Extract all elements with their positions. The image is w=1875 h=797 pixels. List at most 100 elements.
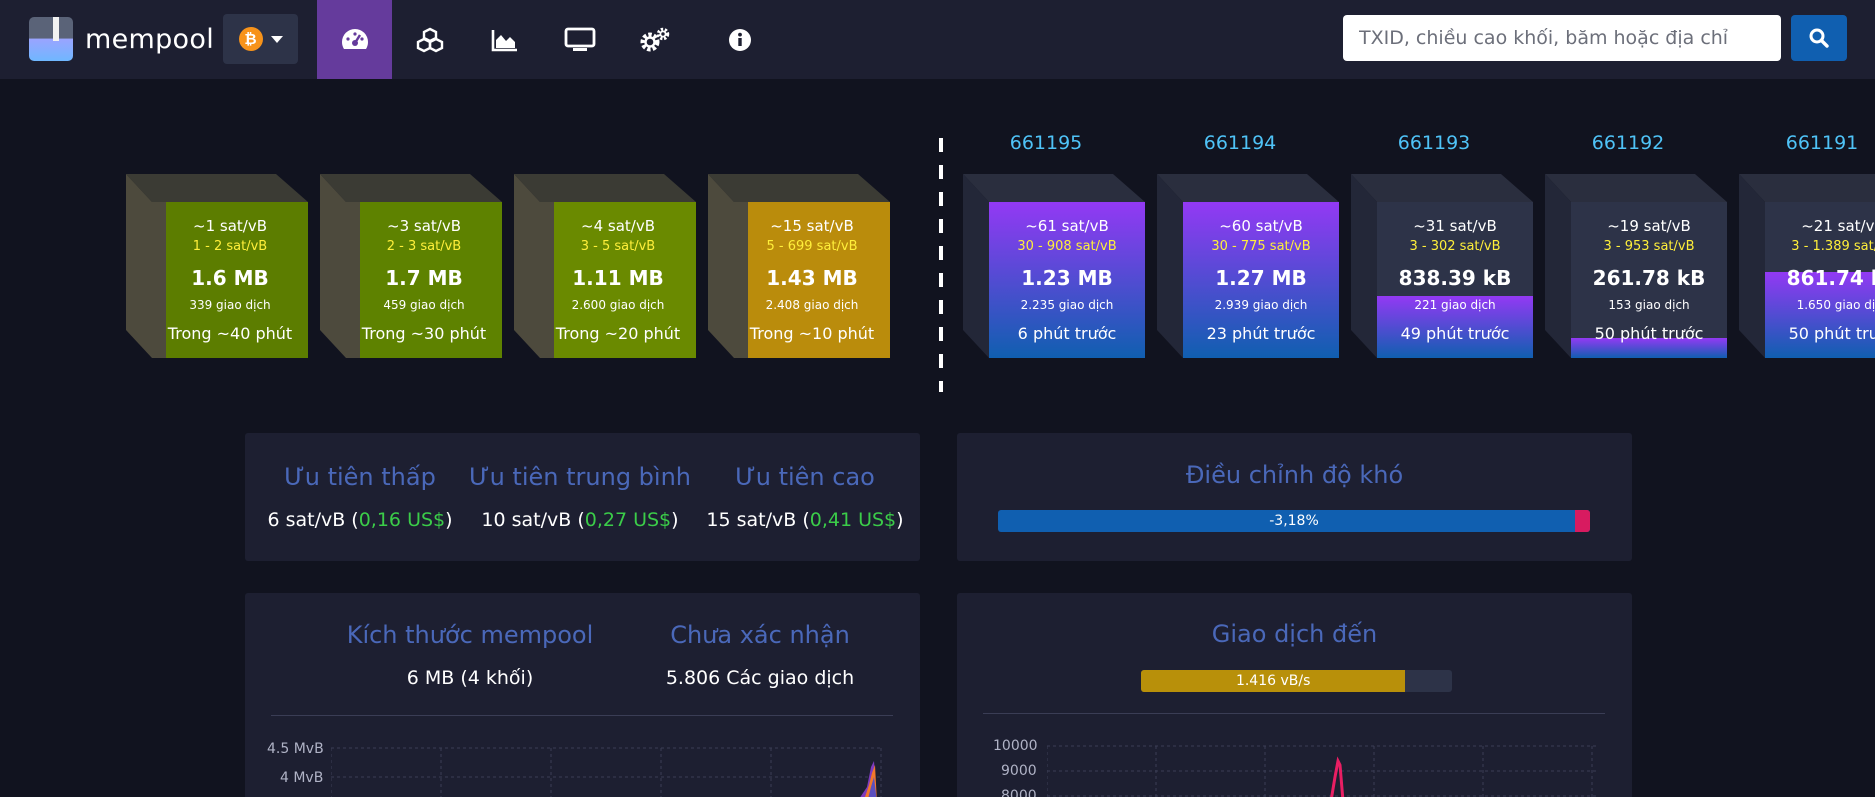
search-icon <box>1809 28 1829 48</box>
nav-tv[interactable] <box>542 0 617 79</box>
block-tx-count: 459 giao dịch <box>383 298 465 312</box>
incoming-title: Giao dịch đến <box>1211 620 1378 648</box>
network-selector-button[interactable]: ₿ <box>223 14 298 64</box>
vbytes-rate-label: 1.416 vB/s <box>1235 673 1311 689</box>
block-height-link[interactable]: 661191 <box>1785 132 1859 154</box>
block-time: Trong ~30 phút <box>361 324 487 343</box>
mempool-size-title: Kích thước mempool <box>346 621 594 649</box>
block-tx-count: 1.650 giao dịch <box>1796 298 1875 312</box>
block-median-fee: ~19 sat/vB <box>1607 217 1691 235</box>
block-time: 6 phút trước <box>1017 324 1117 343</box>
block-fee-range: 30 - 775 sat/vB <box>1211 239 1311 254</box>
block-time: Trong ~10 phút <box>749 324 875 343</box>
block-median-fee: ~4 sat/vB <box>581 217 655 235</box>
block-median-fee: ~21 sat/vB <box>1801 217 1875 235</box>
block-tx-count: 2.408 giao dịch <box>765 298 859 312</box>
fee-low-value: 6 sat/vB (0,16 US$) <box>267 509 453 531</box>
y-tick-label: 4 MvB <box>280 770 324 786</box>
navbar: mempool ₿ <box>0 0 1875 79</box>
block-fee-range: 3 - 302 sat/vB <box>1409 239 1501 254</box>
fee-high-title: Ưu tiên cao <box>735 463 875 491</box>
fee-low-title: Ưu tiên thấp <box>284 463 436 491</box>
search-button[interactable] <box>1791 15 1847 61</box>
tv-icon <box>564 27 595 51</box>
block-height-link[interactable]: 661192 <box>1591 132 1665 154</box>
block-tx-count: 339 giao dịch <box>189 298 271 312</box>
area-chart-icon <box>491 29 517 51</box>
fee-medium-title: Ưu tiên trung bình <box>469 463 691 491</box>
y-tick-label: 10000 <box>993 738 1038 754</box>
nav-dashboard[interactable] <box>317 0 392 79</box>
difficulty-title: Điều chỉnh độ khó <box>1185 461 1404 489</box>
block-fee-range: 30 - 908 sat/vB <box>1017 239 1117 254</box>
block-fee-range: 3 - 1.389 sat/vB <box>1791 239 1875 254</box>
block-fee-range: 3 - 5 sat/vB <box>580 239 656 254</box>
block-size: 261.78 kB <box>1592 266 1706 290</box>
block-tx-count: 153 giao dịch <box>1608 298 1690 312</box>
cogs-icon <box>640 27 669 51</box>
fee-high: Ưu tiên cao 15 sat/vB (0,41 US$) <box>705 463 905 531</box>
block-median-fee: ~3 sat/vB <box>387 217 461 235</box>
nav-graphs[interactable] <box>467 0 542 79</box>
block-median-fee: ~15 sat/vB <box>770 217 854 235</box>
block-time: 23 phút trước <box>1206 324 1316 343</box>
incoming-line <box>1330 756 1345 797</box>
block-time: Trong ~40 phút <box>167 324 293 343</box>
block-fee-range: 5 - 699 sat/vB <box>766 239 858 254</box>
incoming-tx-card: Giao dịch đến 1.416 vB/s 10000 9000 8000 <box>957 593 1632 797</box>
unconfirmed: Chưa xác nhận 5.806 Các giao dịch <box>635 621 885 689</box>
block-fee-range: 3 - 953 sat/vB <box>1603 239 1695 254</box>
cubes-icon <box>416 27 443 52</box>
block-time: 50 phút trước <box>1594 324 1704 343</box>
mempool-size: Kích thước mempool 6 MB (4 khối) <box>305 621 635 689</box>
unconfirmed-value: 5.806 Các giao dịch <box>665 667 855 689</box>
incoming-graph <box>1047 745 1599 797</box>
fee-medium: Ưu tiên trung bình 10 sat/vB (0,27 US$) <box>465 463 695 531</box>
block-tx-count: 2.235 giao dịch <box>1020 298 1114 312</box>
mempool-graph <box>331 747 883 797</box>
mempool-separator <box>271 715 893 716</box>
y-tick-label: 8000 <box>1001 788 1037 797</box>
block-height-link[interactable]: 661193 <box>1397 132 1471 154</box>
block-median-fee: ~60 sat/vB <box>1219 217 1303 235</box>
nav-about[interactable] <box>702 0 777 79</box>
mempool-logo-icon <box>29 17 73 61</box>
block-time: 49 phút trước <box>1400 324 1510 343</box>
block-size: 838.39 kB <box>1398 266 1512 290</box>
block-fee-range: 2 - 3 sat/vB <box>386 239 462 254</box>
info-circle-icon <box>728 28 751 51</box>
block-tx-count: 2.939 giao dịch <box>1214 298 1308 312</box>
mempool-area-blue <box>868 777 877 797</box>
unconfirmed-title: Chưa xác nhận <box>670 621 850 649</box>
fee-low: Ưu tiên thấp 6 sat/vB (0,16 US$) <box>265 463 455 531</box>
search-input[interactable] <box>1343 15 1781 61</box>
block-time: 50 phút trước <box>1788 324 1875 343</box>
caret-down-icon <box>270 35 283 43</box>
nav-settings[interactable] <box>617 0 692 79</box>
block-height-link[interactable]: 661195 <box>1009 132 1083 154</box>
nav-blocks[interactable] <box>392 0 467 79</box>
tachometer-icon <box>341 28 368 49</box>
block-fee-range: 1 - 2 sat/vB <box>192 239 268 254</box>
fee-medium-value: 10 sat/vB (0,27 US$) <box>481 509 679 531</box>
block-size: 1.27 MB <box>1215 266 1307 290</box>
difficulty-label: -3,18% <box>1269 513 1319 529</box>
block-median-fee: ~1 sat/vB <box>193 217 267 235</box>
logo[interactable]: mempool <box>29 17 214 61</box>
block-tx-count: 221 giao dịch <box>1414 298 1496 312</box>
mempool-size-value: 6 MB (4 khối) <box>406 667 534 689</box>
difficulty-progress-bar: -3,18% <box>998 510 1590 532</box>
y-tick-label: 4.5 MvB <box>267 741 324 757</box>
incoming-separator <box>983 713 1605 714</box>
fees-card: Ưu tiên thấp 6 sat/vB (0,16 US$) Ưu tiên… <box>245 433 920 561</box>
block-size: 861.74 kB <box>1786 266 1875 290</box>
block-size: 1.11 MB <box>572 266 664 290</box>
mempool-stats-card: Kích thước mempool 6 MB (4 khối) Chưa xá… <box>245 593 920 797</box>
block-size: 1.23 MB <box>1021 266 1113 290</box>
y-tick-label: 9000 <box>1001 763 1037 779</box>
block-median-fee: ~61 sat/vB <box>1025 217 1109 235</box>
fee-high-value: 15 sat/vB (0,41 US$) <box>706 509 904 531</box>
block-height-link[interactable]: 661194 <box>1203 132 1277 154</box>
block-tx-count: 2.600 giao dịch <box>571 298 665 312</box>
block-median-fee: ~31 sat/vB <box>1413 217 1497 235</box>
